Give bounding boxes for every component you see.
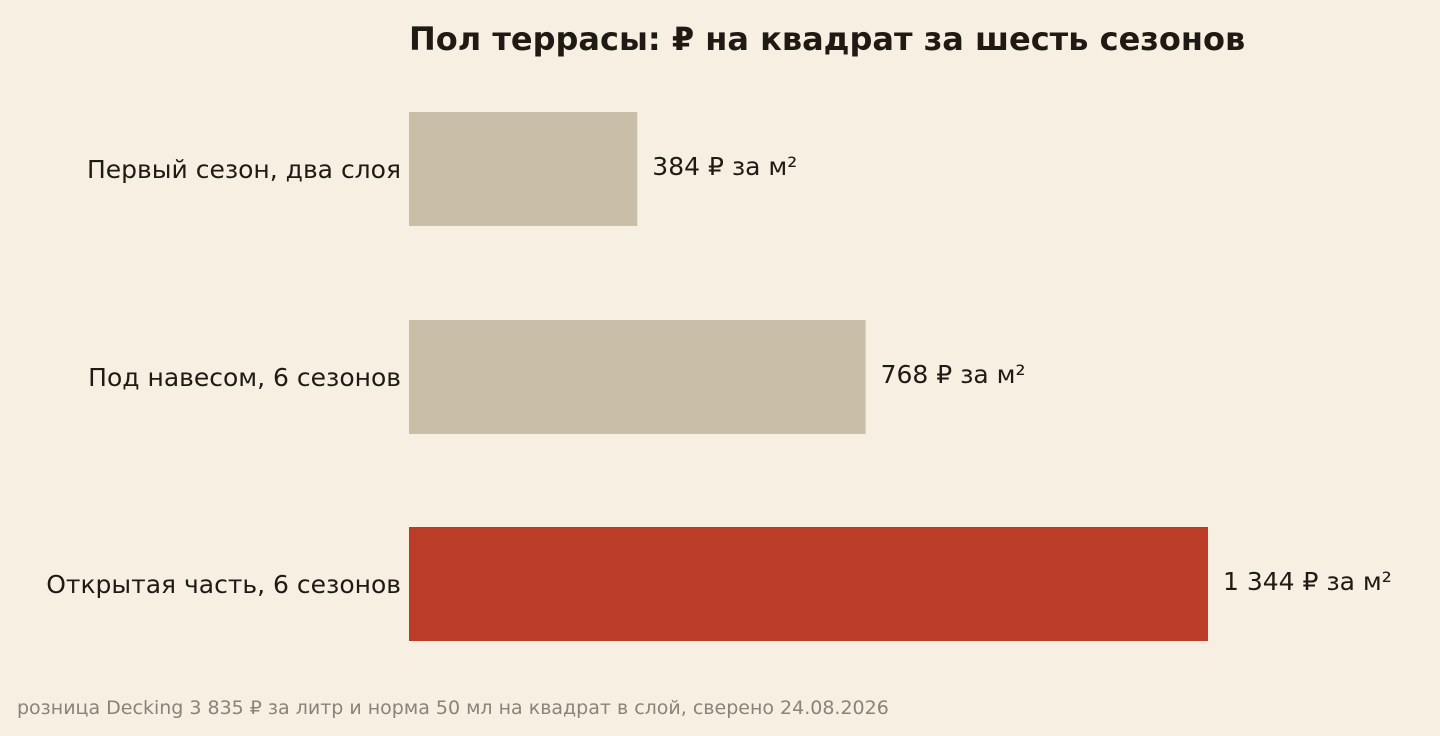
value-label-1: 384 ₽ за м² [652, 152, 797, 181]
category-label-1: Первый сезон, два слоя [87, 155, 401, 184]
bar-3 [409, 527, 1208, 641]
chart-title: Пол террасы: ₽ на квадрат за шесть сезон… [409, 20, 1245, 58]
bar-1 [409, 112, 638, 226]
value-label-2: 768 ₽ за м² [881, 360, 1026, 389]
chart-footnote: розница Decking 3 835 ₽ за литр и норма … [17, 697, 889, 719]
value-label-3: 1 344 ₽ за м² [1223, 567, 1392, 596]
category-label-2: Под навесом, 6 сезонов [88, 363, 401, 392]
bar-2 [409, 320, 866, 434]
bars-layer: Первый сезон, два слоя 384 ₽ за м² Под нав… [46, 112, 1392, 641]
category-label-3: Открытая часть, 6 сезонов [46, 570, 401, 599]
